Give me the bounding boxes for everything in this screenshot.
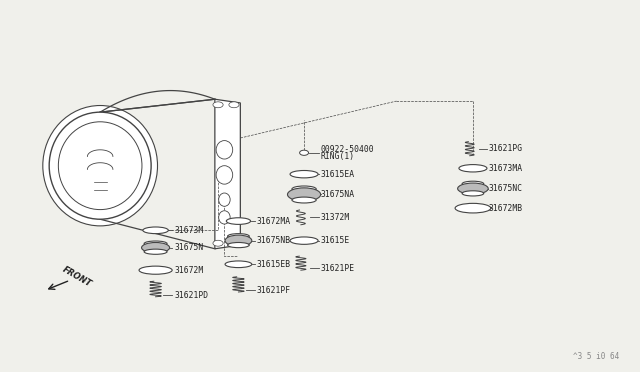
Text: 31621PG: 31621PG bbox=[489, 144, 523, 153]
Ellipse shape bbox=[462, 191, 484, 196]
Ellipse shape bbox=[292, 186, 316, 192]
Ellipse shape bbox=[455, 203, 491, 213]
Ellipse shape bbox=[227, 218, 250, 224]
Text: ^3 5 i0 64: ^3 5 i0 64 bbox=[573, 352, 620, 361]
Ellipse shape bbox=[141, 243, 170, 253]
Ellipse shape bbox=[144, 241, 167, 246]
Text: 31672MA: 31672MA bbox=[257, 217, 291, 225]
Circle shape bbox=[229, 240, 239, 246]
Text: 31673MA: 31673MA bbox=[489, 164, 523, 173]
Text: 31621PF: 31621PF bbox=[257, 286, 291, 295]
Text: FRONT: FRONT bbox=[60, 265, 93, 289]
Ellipse shape bbox=[219, 193, 230, 206]
Ellipse shape bbox=[216, 166, 233, 184]
Text: 00922-50400: 00922-50400 bbox=[321, 145, 374, 154]
Ellipse shape bbox=[292, 197, 316, 203]
Ellipse shape bbox=[143, 227, 168, 234]
Ellipse shape bbox=[228, 243, 249, 248]
Ellipse shape bbox=[225, 235, 252, 246]
Circle shape bbox=[300, 150, 308, 155]
Text: 31675NA: 31675NA bbox=[321, 190, 355, 199]
Text: 31675N: 31675N bbox=[174, 243, 204, 252]
Text: 31621PD: 31621PD bbox=[174, 291, 208, 300]
Text: 31672MB: 31672MB bbox=[489, 203, 523, 213]
Text: 31673M: 31673M bbox=[174, 226, 204, 235]
Ellipse shape bbox=[219, 211, 230, 224]
Ellipse shape bbox=[49, 112, 151, 219]
Text: RING(1): RING(1) bbox=[321, 152, 355, 161]
Text: 31615EA: 31615EA bbox=[321, 170, 355, 179]
Ellipse shape bbox=[43, 106, 157, 226]
Ellipse shape bbox=[459, 164, 487, 172]
Ellipse shape bbox=[139, 266, 172, 274]
Ellipse shape bbox=[290, 170, 318, 178]
Circle shape bbox=[213, 240, 223, 246]
Text: 31372M: 31372M bbox=[321, 213, 350, 222]
Text: 31621PE: 31621PE bbox=[321, 264, 355, 273]
Ellipse shape bbox=[228, 234, 249, 239]
Ellipse shape bbox=[58, 122, 142, 209]
Text: 31675NC: 31675NC bbox=[489, 184, 523, 193]
Ellipse shape bbox=[290, 237, 318, 244]
Circle shape bbox=[213, 102, 223, 108]
Ellipse shape bbox=[458, 183, 488, 194]
Polygon shape bbox=[215, 99, 241, 249]
Text: 31615EB: 31615EB bbox=[257, 260, 291, 269]
Ellipse shape bbox=[144, 249, 167, 254]
Ellipse shape bbox=[462, 181, 484, 186]
Ellipse shape bbox=[287, 188, 321, 201]
Ellipse shape bbox=[225, 261, 252, 267]
Text: 31615E: 31615E bbox=[321, 236, 350, 245]
Circle shape bbox=[229, 102, 239, 108]
Text: 31672M: 31672M bbox=[174, 266, 204, 275]
Ellipse shape bbox=[216, 141, 233, 159]
Text: 31675NB: 31675NB bbox=[257, 236, 291, 245]
